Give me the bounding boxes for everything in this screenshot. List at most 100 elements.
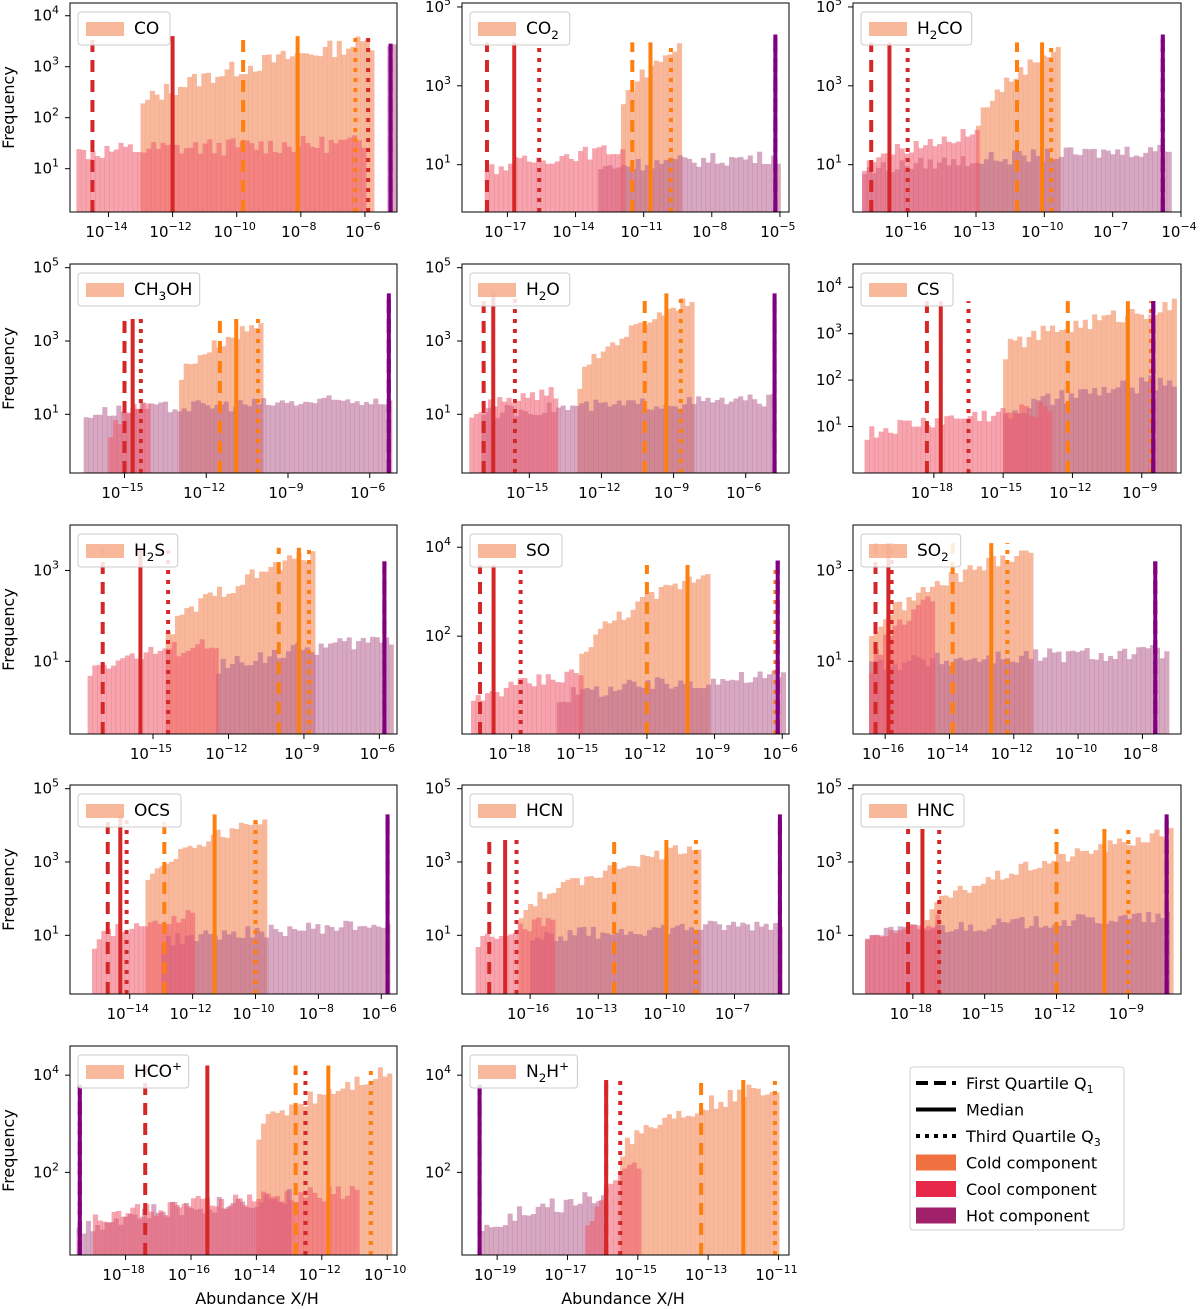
cool-bar (1014, 413, 1020, 473)
cold-bar (304, 53, 310, 212)
cool-bar (249, 143, 255, 212)
cold-bar (621, 867, 627, 994)
hot-bar (1089, 917, 1095, 994)
species-legend-swatch (86, 22, 124, 36)
hot-bar (507, 1213, 513, 1255)
hot-bar (710, 678, 716, 734)
hot-bar (1129, 387, 1135, 473)
hot-bar (362, 926, 368, 994)
cold-bar (285, 58, 291, 212)
hot-bar (1030, 149, 1036, 212)
cool-bar (111, 1211, 117, 1255)
cool-bar (608, 1183, 614, 1255)
cool-bar (494, 174, 500, 212)
hot-bar (581, 926, 587, 994)
cool-bar (171, 641, 177, 734)
hot-bar (261, 398, 267, 473)
legend-item-1: Median (916, 1101, 1024, 1120)
hot-bar (734, 680, 740, 734)
cool-bar (126, 412, 132, 473)
species-legend: CH3​OH (77, 272, 201, 307)
hot-bar (1037, 660, 1043, 734)
hot-bar (245, 926, 251, 994)
hot-bar (1117, 915, 1124, 994)
hot-bar (724, 165, 730, 212)
hot-bar (1136, 647, 1142, 734)
hot-bar (686, 397, 692, 473)
cool-bar (87, 675, 93, 734)
hot-bar (329, 926, 335, 994)
cool-bar (110, 935, 116, 994)
hot-bar (195, 400, 201, 473)
cold-bar (1036, 62, 1042, 212)
cold-bar (649, 591, 655, 734)
hot-bar (553, 941, 559, 994)
cold-bar (625, 90, 631, 212)
cool-bar (592, 148, 598, 212)
cold-bar (273, 562, 279, 734)
cold-bar (981, 570, 987, 734)
cool-bar (143, 926, 149, 994)
cool-bar (1047, 411, 1053, 473)
cool-bar (116, 1210, 122, 1255)
cold-bar (696, 579, 702, 734)
cold-bar (1007, 338, 1013, 473)
hot-bar (773, 923, 779, 994)
cool-bar (536, 157, 542, 212)
hot-bar (290, 644, 296, 734)
cool-bar (513, 685, 519, 734)
cold-bar (284, 1115, 290, 1255)
hot-bar (97, 414, 103, 473)
y-tick-label: 101 (33, 157, 59, 178)
species-label: CO2​ (526, 19, 559, 42)
hot-bar (1054, 158, 1060, 212)
cool-bar (559, 156, 565, 212)
hot-bar (291, 928, 298, 994)
cold-bar (648, 1127, 654, 1255)
cool-bar (601, 145, 607, 212)
hot-bar (1063, 147, 1069, 212)
cool-bar (550, 679, 556, 734)
hot-bar (338, 927, 344, 994)
cold-bar (1023, 550, 1029, 734)
species-legend: HCO+​ (77, 1054, 190, 1089)
species-legend-frame (77, 272, 201, 307)
cool-bar (932, 146, 938, 212)
hot-bar (565, 410, 571, 473)
y-tick-label: 101 (816, 649, 842, 670)
species-legend: H2​S (77, 533, 179, 568)
hot-bar (674, 925, 681, 994)
cold-bar (999, 92, 1005, 212)
cold-bar (630, 866, 636, 994)
cool-bar (582, 146, 588, 212)
cool-bar (981, 410, 987, 473)
hot-bar (654, 406, 660, 473)
hot-bar (705, 397, 711, 473)
species-label: HCN (526, 801, 563, 821)
cool-bar (219, 1199, 225, 1255)
cool-bar (892, 625, 898, 734)
cold-bar (354, 1076, 360, 1255)
hot-bar (1134, 393, 1140, 473)
cool-bar (878, 431, 884, 473)
cool-bar (527, 683, 533, 734)
hot-bar (209, 408, 215, 473)
hot-bar (1066, 925, 1072, 994)
cool-bar (120, 932, 126, 994)
hot-bar (654, 677, 660, 734)
cool-bar (284, 1191, 290, 1255)
hot-bar (285, 651, 292, 734)
cold-bar (349, 1089, 355, 1255)
hot-bar (640, 170, 646, 212)
cool-bar (899, 148, 905, 212)
cool-bar (554, 161, 560, 212)
cold-bar (584, 876, 590, 994)
hot-bar (373, 398, 379, 473)
species-label: N2​H+​ (526, 1059, 569, 1085)
cold-bar (178, 849, 184, 994)
hot-bar (991, 925, 997, 994)
x-tick-label: 10−9 (695, 742, 730, 763)
cold-bar (1000, 555, 1006, 734)
hot-bar (621, 405, 627, 473)
hot-bar (775, 163, 781, 212)
